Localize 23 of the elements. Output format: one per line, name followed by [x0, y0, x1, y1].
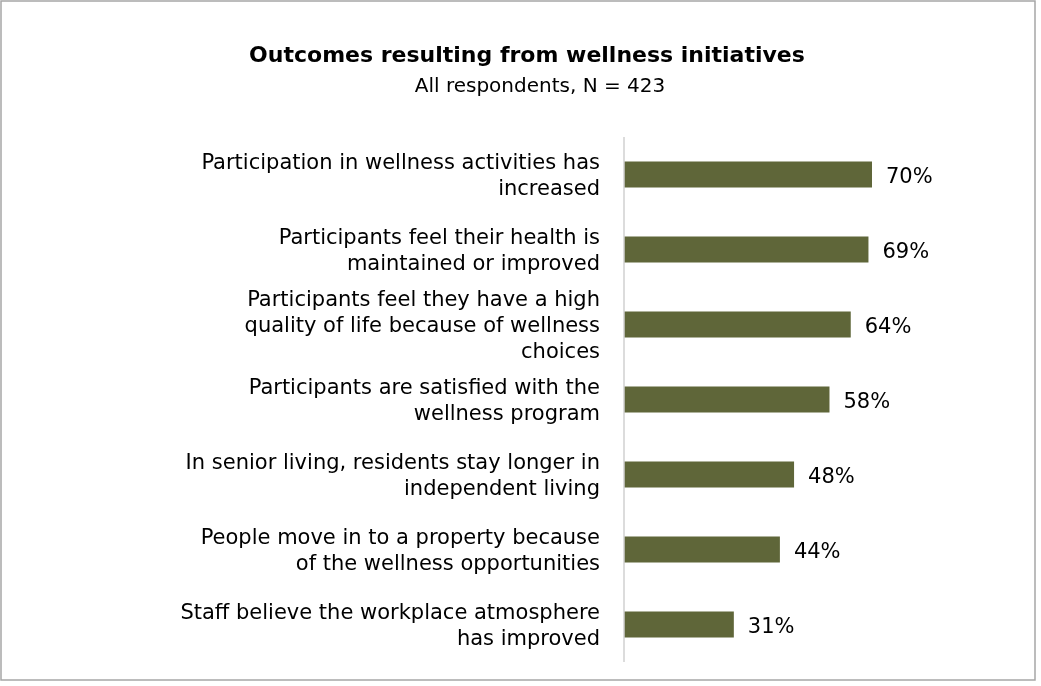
bar — [624, 461, 795, 488]
data-label: 48% — [808, 463, 855, 488]
y-tick-label: Participants feel they have a high quality of life because of wellness choices — [244, 286, 600, 363]
y-tick-label: Participation in wellness activities has increased — [201, 149, 600, 200]
data-label: 44% — [793, 538, 841, 563]
bar — [624, 386, 830, 413]
bar — [624, 161, 872, 188]
bar — [624, 536, 780, 563]
y-tick-label: Staff believe the workplace atmosphere has improved — [180, 599, 600, 650]
chart-title: Outcomes resulting from wellness initiatives — [249, 42, 805, 67]
y-tick-label: In senior living, residents stay longer in independent living — [185, 449, 600, 500]
data-label: 31% — [747, 613, 795, 638]
data-label: 69% — [882, 238, 930, 263]
bar — [624, 236, 869, 263]
bar — [624, 311, 851, 338]
chart-subtitle: All respondents, N = 423 — [414, 73, 666, 97]
y-tick-label: Participants are satisfied with the wellness program — [248, 374, 600, 425]
bar — [624, 611, 734, 638]
data-label: 70% — [886, 163, 933, 188]
y-tick-label: Participants feel their health is maintained or improved — [278, 224, 600, 275]
data-label: 58% — [843, 388, 891, 413]
data-label: 64% — [864, 313, 912, 338]
y-tick-label: People move in to a property because of the wellness opportunities — [200, 524, 600, 575]
